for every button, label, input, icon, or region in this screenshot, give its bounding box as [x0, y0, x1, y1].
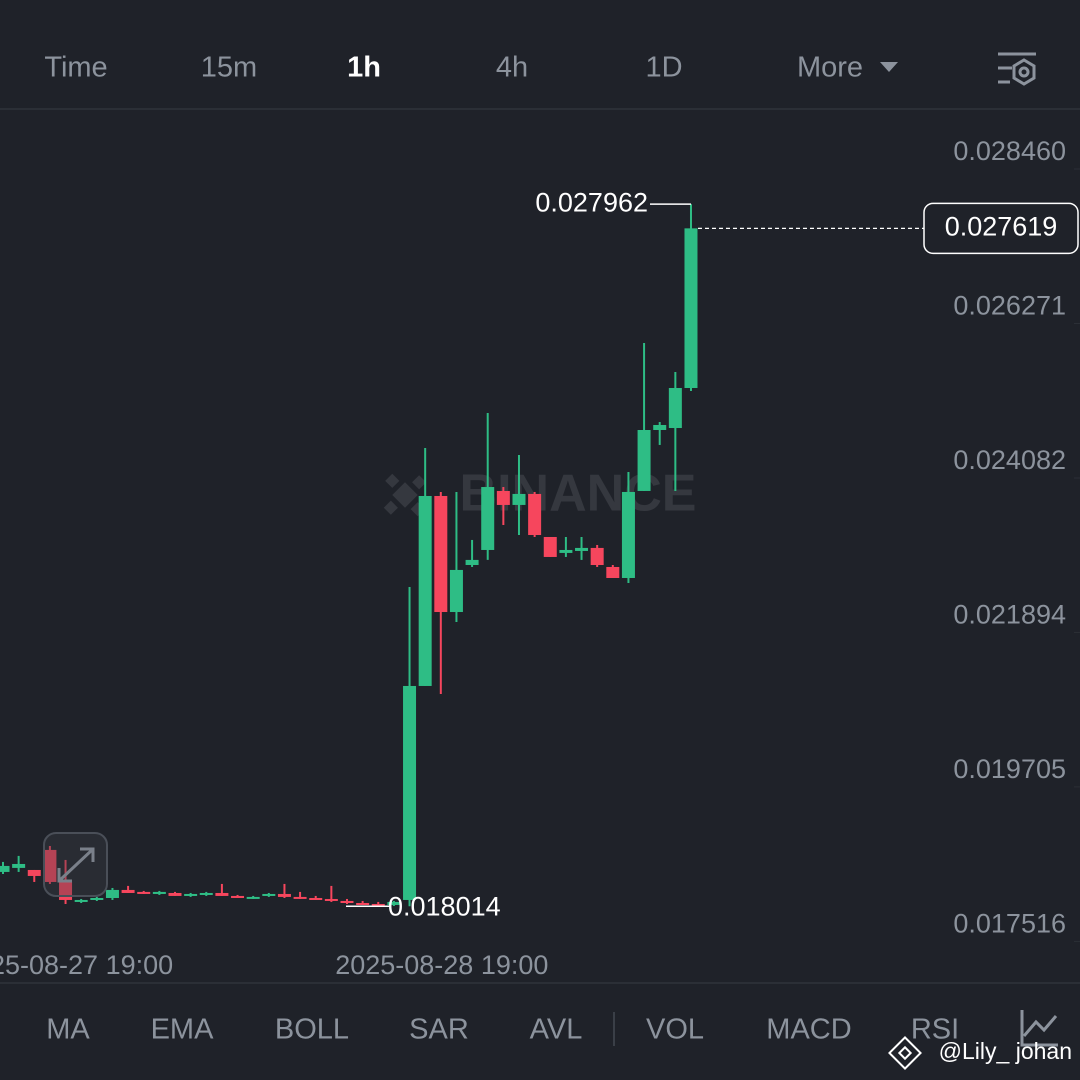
indicator-tab[interactable]: BOLL [275, 1014, 349, 1046]
expand-button[interactable] [43, 832, 108, 897]
candle-body [12, 863, 26, 868]
last-price-label: 0.027619 [945, 211, 1058, 241]
candle-body [449, 569, 463, 613]
watermark-text: BINANCE [460, 465, 697, 523]
more-tab[interactable]: More [797, 52, 863, 84]
candle-body [184, 893, 198, 896]
candle-body [418, 495, 432, 686]
candle-body [262, 893, 276, 896]
more-caret[interactable] [880, 62, 898, 72]
candle-body [621, 491, 635, 578]
indicator-tab[interactable]: SAR [409, 1014, 469, 1046]
candle-body [152, 891, 166, 894]
candle-body [653, 424, 667, 430]
candle-body [371, 903, 385, 906]
candle-body [277, 893, 291, 897]
candle-body [43, 849, 57, 882]
candle-body [512, 493, 526, 505]
y-tick-label: 0.017516 [953, 909, 1066, 939]
last-price-box [923, 202, 1079, 255]
x-tick-label: 2025-08-27 19:00 [0, 950, 173, 980]
chart-settings-icon[interactable] [1020, 1010, 1058, 1047]
candle-body [465, 559, 479, 566]
plot-area [0, 204, 698, 907]
candle-body [606, 566, 620, 578]
candle-body [90, 897, 104, 900]
candle-body [496, 490, 510, 505]
indicator-tab[interactable]: RSI [911, 1014, 959, 1046]
interval-tab[interactable]: 1h [347, 52, 381, 84]
y-tick-label: 0.026271 [953, 291, 1066, 321]
indicator-tab[interactable]: EMA [151, 1014, 215, 1046]
candle-body [293, 896, 307, 899]
candle-body [575, 547, 589, 551]
candle-body [324, 898, 338, 901]
candle-body [231, 895, 245, 898]
settings-icon[interactable] [998, 52, 1036, 86]
interval-tab[interactable]: 1D [645, 52, 682, 84]
candle-body [340, 900, 354, 904]
low-label: 0.018014 [388, 891, 501, 921]
candle-body [590, 547, 604, 566]
candle-body [27, 869, 41, 876]
candle-body [137, 891, 151, 894]
indicator-tab[interactable]: MA [46, 1014, 90, 1046]
y-tick-label: 0.021894 [953, 600, 1066, 630]
candle-body [434, 495, 448, 613]
candle-body [637, 429, 651, 491]
candle-body [528, 493, 542, 536]
high-label: 0.027962 [535, 187, 648, 217]
y-tick-label: 0.024082 [953, 445, 1066, 475]
candle-body [246, 896, 260, 899]
indicator-tab[interactable]: MACD [766, 1014, 851, 1046]
candle-body [559, 549, 573, 553]
candle-body [121, 889, 135, 893]
indicator-tab[interactable]: AVL [530, 1014, 583, 1046]
credit: @Lily_ johan [939, 1038, 1072, 1064]
y-tick-label: 0.019705 [953, 754, 1066, 784]
candle-body [309, 897, 323, 900]
indicator-tab[interactable]: VOL [646, 1014, 704, 1046]
candle-body [168, 892, 182, 896]
candle-body [481, 487, 495, 550]
interval-tab[interactable]: Time [44, 52, 107, 84]
candle-body [74, 899, 88, 902]
candle-body [387, 901, 401, 905]
interval-tab[interactable]: 15m [201, 52, 257, 84]
candle-body [199, 892, 213, 895]
candle-body [215, 892, 229, 896]
y-tick-label: 0.028460 [953, 136, 1066, 166]
credit-logo [888, 1036, 922, 1070]
candle-body [684, 228, 698, 389]
interval-tab[interactable]: 4h [496, 52, 528, 84]
candle-body [0, 865, 10, 872]
candle-body [356, 903, 370, 906]
candle-body [403, 685, 417, 900]
candle-body [543, 536, 557, 557]
candle-body [668, 388, 682, 429]
x-tick-label: 2025-08-28 19:00 [335, 950, 548, 980]
candle-body [105, 889, 119, 898]
